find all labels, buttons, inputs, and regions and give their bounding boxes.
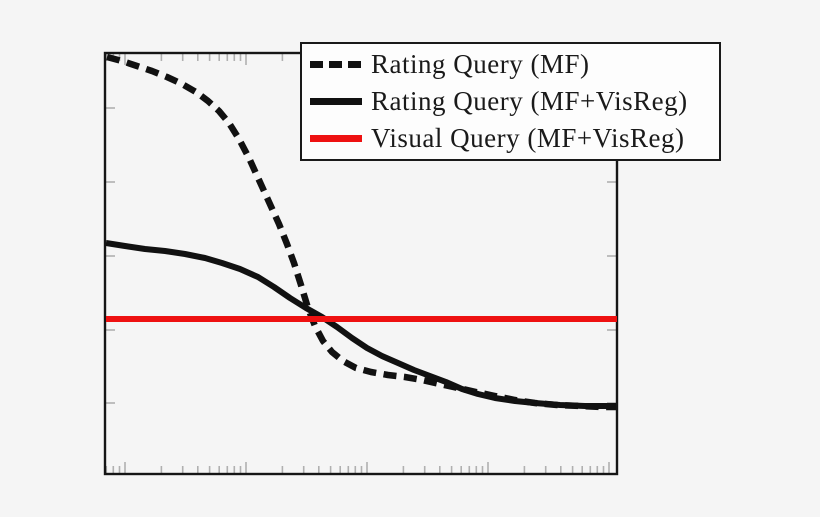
series-line-1 (105, 240, 616, 409)
solid-red-line-sample (310, 135, 362, 142)
legend-item-rating-query-mf-visreg: Rating Query (MF+VisReg) (310, 84, 719, 120)
legend: Rating Query (MF) Rating Query (MF+VisRe… (300, 42, 721, 161)
dashed-line-sample (310, 61, 362, 68)
legend-item-rating-query-mf: Rating Query (MF) (310, 47, 719, 83)
legend-item-visual-query-mf-visreg: Visual Query (MF+VisReg) (310, 121, 719, 157)
legend-label: Rating Query (MF) (371, 49, 590, 79)
legend-label: Rating Query (MF+VisReg) (371, 86, 688, 116)
solid-black-line-sample (310, 98, 362, 105)
legend-label: Visual Query (MF+VisReg) (371, 123, 685, 153)
